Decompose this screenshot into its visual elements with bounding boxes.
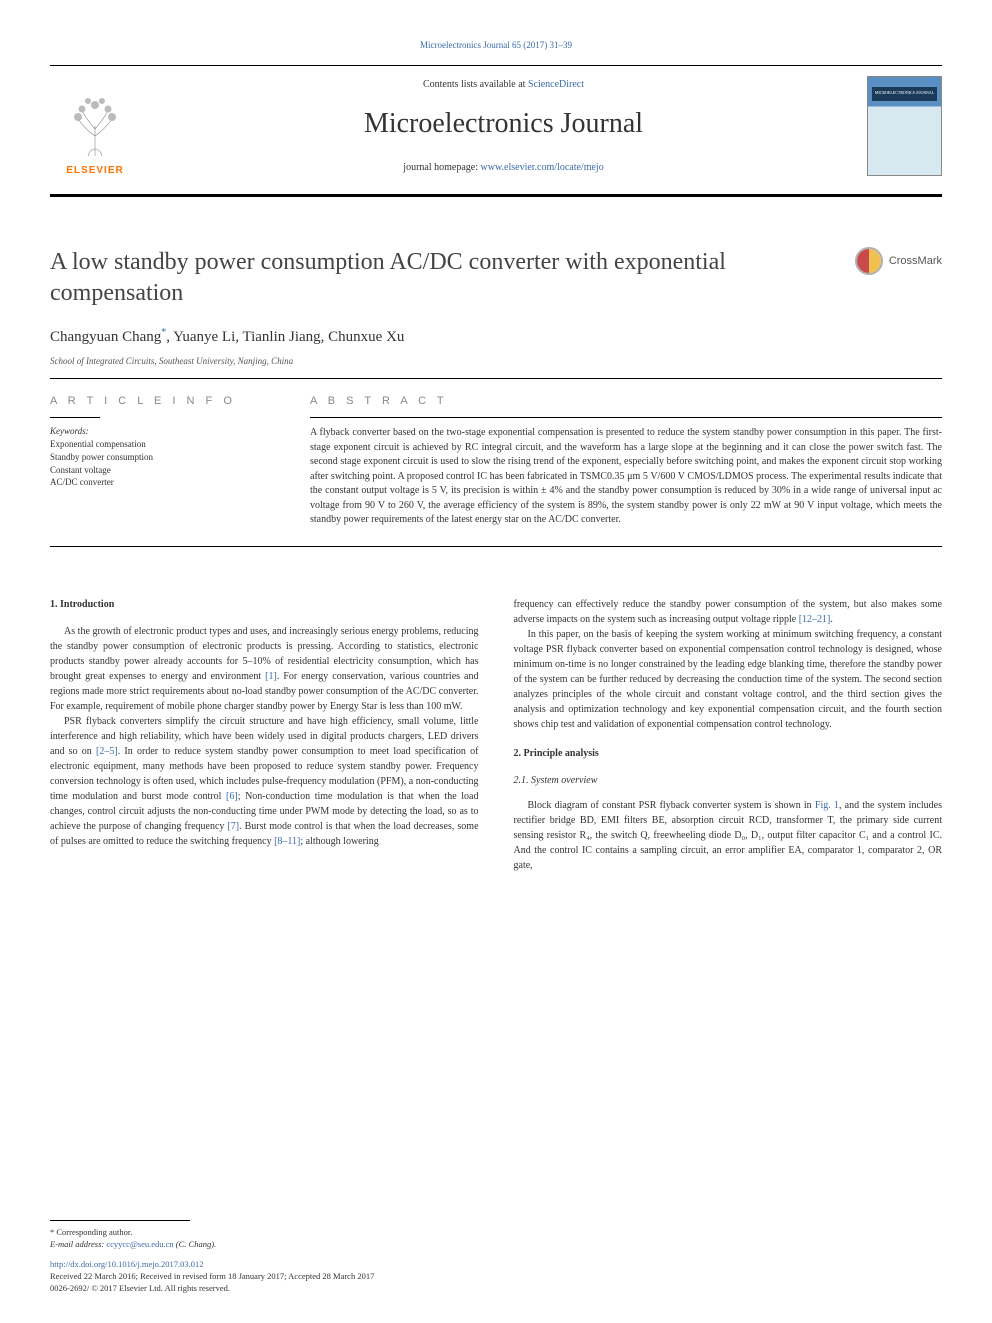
- abstract-text: A flyback converter based on the two-sta…: [310, 426, 942, 528]
- email-post: (C. Chang).: [174, 1239, 217, 1249]
- copyright: 0026-2692/ © 2017 Elsevier Ltd. All righ…: [50, 1283, 942, 1293]
- corresponding-note: * Corresponding author.: [50, 1227, 942, 1237]
- body-columns: 1. Introduction As the growth of electro…: [50, 597, 942, 873]
- rule-below-abstract: [50, 546, 942, 547]
- figure-link[interactable]: Fig. 1: [815, 800, 839, 811]
- text: ; although lowering: [300, 836, 378, 847]
- crossmark-label: CrossMark: [889, 255, 942, 267]
- citation-link[interactable]: [12–21]: [799, 614, 831, 625]
- citation-link[interactable]: [1]: [265, 671, 277, 682]
- citation-link[interactable]: [7]: [227, 821, 239, 832]
- keywords-label: Keywords:: [50, 426, 270, 436]
- citation-link[interactable]: [8–11]: [274, 836, 300, 847]
- author-corresponding: Changyuan Chang: [50, 329, 161, 345]
- info-rule: [50, 417, 100, 418]
- text: .: [830, 614, 833, 625]
- homepage-text: journal homepage:: [403, 162, 480, 173]
- paragraph: frequency can effectively reduce the sta…: [514, 597, 943, 627]
- footer-rule: [50, 1220, 190, 1221]
- keyword: Constant voltage: [50, 464, 270, 477]
- elsevier-logo: ELSEVIER: [50, 76, 140, 176]
- citation-link[interactable]: [6]: [226, 791, 238, 802]
- header-center: Contents lists available at ScienceDirec…: [160, 79, 847, 173]
- text: Block diagram of constant PSR flyback co…: [528, 800, 815, 811]
- paragraph: PSR flyback converters simplify the circ…: [50, 714, 479, 849]
- email-link[interactable]: ccyycc@seu.edu.cn: [106, 1239, 173, 1249]
- info-abstract-row: A R T I C L E I N F O Keywords: Exponent…: [50, 379, 942, 546]
- text: frequency can effectively reduce the sta…: [514, 599, 943, 625]
- title-row: A low standby power consumption AC/DC co…: [50, 247, 942, 309]
- article-info-heading: A R T I C L E I N F O: [50, 395, 270, 407]
- abstract-rule: [310, 417, 942, 418]
- elsevier-tree-icon: [60, 91, 130, 161]
- footer: * Corresponding author. E-mail address: …: [50, 1220, 942, 1293]
- crossmark-icon: [855, 247, 883, 275]
- paragraph: In this paper, on the basis of keeping t…: [514, 627, 943, 732]
- journal-cover-thumbnail: MICROELECTRONICS JOURNAL: [867, 76, 942, 176]
- keyword: Exponential compensation: [50, 438, 270, 451]
- top-citation: Microelectronics Journal 65 (2017) 31–39: [50, 40, 942, 50]
- section-1-heading: 1. Introduction: [50, 597, 479, 612]
- affiliation: School of Integrated Circuits, Southeast…: [50, 356, 942, 366]
- abstract: A B S T R A C T A flyback converter base…: [310, 395, 942, 528]
- journal-homepage: journal homepage: www.elsevier.com/locat…: [160, 162, 847, 173]
- paragraph: Block diagram of constant PSR flyback co…: [514, 798, 943, 873]
- keyword: Standby power consumption: [50, 451, 270, 464]
- crossmark-badge[interactable]: CrossMark: [855, 247, 942, 275]
- contents-text: Contents lists available at: [423, 79, 528, 90]
- column-left: 1. Introduction As the growth of electro…: [50, 597, 479, 873]
- elsevier-label: ELSEVIER: [66, 165, 123, 176]
- cover-title: MICROELECTRONICS JOURNAL: [872, 87, 937, 101]
- sciencedirect-link[interactable]: ScienceDirect: [528, 79, 584, 90]
- journal-header: ELSEVIER Contents lists available at Sci…: [50, 65, 942, 197]
- journal-name: Microelectronics Journal: [160, 108, 847, 140]
- section-2-heading: 2. Principle analysis: [514, 746, 943, 761]
- keyword: AC/DC converter: [50, 476, 270, 489]
- email-label: E-mail address:: [50, 1239, 106, 1249]
- section-2-1-heading: 2.1. System overview: [514, 773, 943, 788]
- authors: Changyuan Chang*, Yuanye Li, Tianlin Jia…: [50, 327, 942, 346]
- doi-link[interactable]: http://dx.doi.org/10.1016/j.mejo.2017.03…: [50, 1259, 942, 1269]
- homepage-link[interactable]: www.elsevier.com/locate/mejo: [481, 162, 604, 173]
- column-right: frequency can effectively reduce the sta…: [514, 597, 943, 873]
- authors-rest: , Yuanye Li, Tianlin Jiang, Chunxue Xu: [166, 329, 404, 345]
- contents-available: Contents lists available at ScienceDirec…: [160, 79, 847, 90]
- article-info: A R T I C L E I N F O Keywords: Exponent…: [50, 395, 270, 528]
- article-title: A low standby power consumption AC/DC co…: [50, 247, 835, 309]
- email-line: E-mail address: ccyycc@seu.edu.cn (C. Ch…: [50, 1239, 942, 1249]
- citation-link[interactable]: [2–5]: [96, 746, 118, 757]
- paragraph: As the growth of electronic product type…: [50, 624, 479, 714]
- received-dates: Received 22 March 2016; Received in revi…: [50, 1271, 942, 1281]
- abstract-heading: A B S T R A C T: [310, 395, 942, 407]
